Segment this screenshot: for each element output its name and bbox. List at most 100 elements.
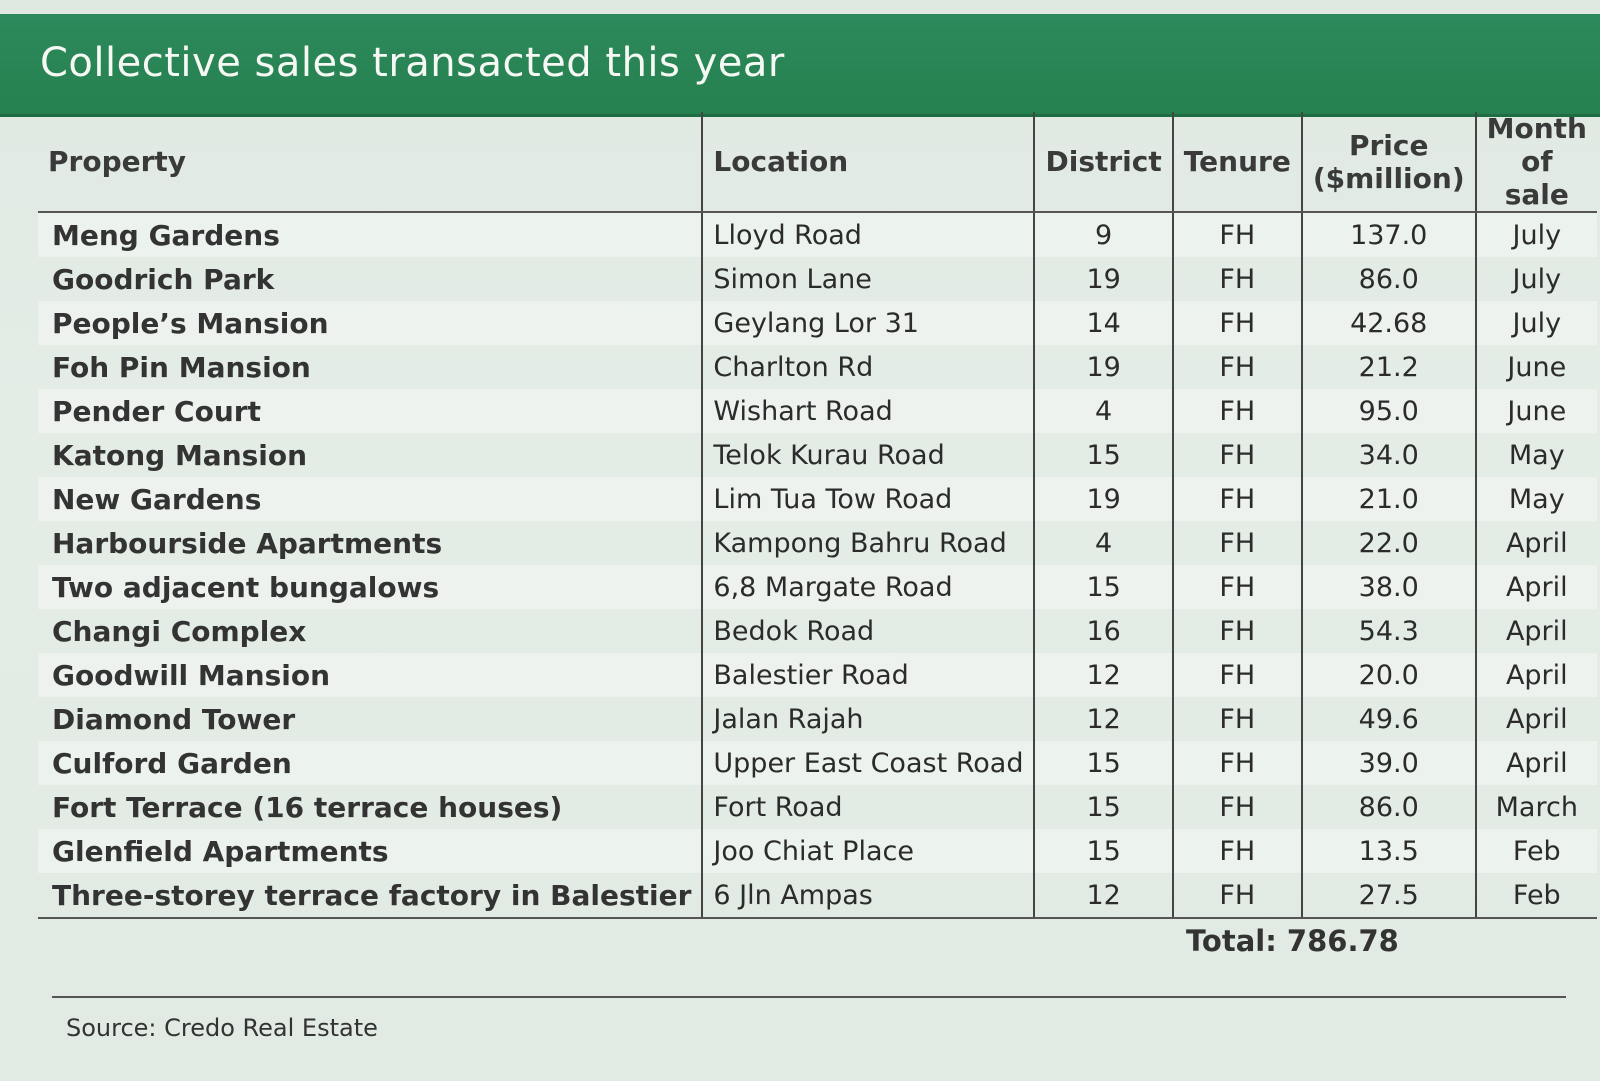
- location-cell: 6 Jln Ampas: [701, 873, 1035, 919]
- table-row: Diamond Tower Jalan Rajah 12 FH 49.6 Apr…: [38, 697, 1597, 741]
- district-cell: 14: [1033, 301, 1173, 345]
- district-cell: 4: [1033, 389, 1173, 433]
- district-cell: 12: [1033, 697, 1173, 741]
- property-cell: Two adjacent bungalows: [38, 565, 703, 609]
- price-header-line1: Price: [1348, 128, 1429, 162]
- table-row: Goodwill Mansion Balestier Road 12 FH 20…: [38, 653, 1597, 697]
- month-cell: April: [1474, 653, 1597, 697]
- district-cell: 15: [1033, 785, 1173, 829]
- table-row: Two adjacent bungalows 6,8 Margate Road …: [38, 565, 1597, 609]
- table-row: Goodrich Park Simon Lane 19 FH 86.0 July: [38, 257, 1597, 301]
- district-cell: 12: [1033, 653, 1173, 697]
- location-cell: Bedok Road: [701, 609, 1035, 653]
- location-cell: Wishart Road: [701, 389, 1035, 433]
- tenure-cell: FH: [1171, 785, 1302, 829]
- tenure-cell: FH: [1171, 433, 1302, 477]
- price-cell: 22.0: [1300, 521, 1476, 565]
- month-cell: July: [1474, 301, 1597, 345]
- price-header-line2: ($million): [1312, 161, 1465, 195]
- location-cell: Lloyd Road: [701, 212, 1035, 257]
- location-cell: Fort Road: [701, 785, 1035, 829]
- price-cell: 86.0: [1300, 257, 1476, 301]
- table-row: Three-storey terrace factory in Balestie…: [38, 873, 1597, 919]
- tenure-cell: FH: [1171, 477, 1302, 521]
- month-cell: Feb: [1474, 873, 1597, 919]
- property-cell: Culford Garden: [38, 741, 703, 785]
- district-cell: 15: [1033, 741, 1173, 785]
- month-cell: July: [1474, 212, 1597, 257]
- location-cell: Simon Lane: [701, 257, 1035, 301]
- column-header-tenure: Tenure: [1171, 112, 1302, 213]
- month-cell: July: [1474, 257, 1597, 301]
- month-cell: June: [1474, 345, 1597, 389]
- column-header-price: Price ($million): [1300, 112, 1476, 213]
- property-cell: Fort Terrace (16 terrace houses): [52, 790, 563, 824]
- location-cell: Charlton Rd: [701, 345, 1035, 389]
- month-header-line1: Month: [1486, 112, 1587, 145]
- month-cell: May: [1474, 433, 1597, 477]
- location-cell: Balestier Road: [701, 653, 1035, 697]
- property-cell: Pender Court: [38, 389, 703, 433]
- month-cell: Feb: [1474, 829, 1597, 873]
- tenure-cell: FH: [1171, 301, 1302, 345]
- table-row: Changi Complex Bedok Road 16 FH 54.3 Apr…: [38, 609, 1597, 653]
- tenure-cell: FH: [1171, 697, 1302, 741]
- tenure-cell: FH: [1171, 212, 1302, 257]
- district-cell: 15: [1033, 433, 1173, 477]
- price-cell: 13.5: [1300, 829, 1476, 873]
- location-cell: Kampong Bahru Road: [701, 521, 1035, 565]
- property-cell: Diamond Tower: [52, 702, 296, 736]
- tenure-cell: FH: [1171, 741, 1302, 785]
- month-cell: April: [1474, 741, 1597, 785]
- total-price: Total: 786.78: [1186, 924, 1399, 958]
- price-cell: 21.2: [1300, 345, 1476, 389]
- location-cell: 6,8 Margate Road: [701, 565, 1035, 609]
- property-cell: Katong Mansion: [52, 438, 308, 472]
- district-cell: 19: [1033, 477, 1173, 521]
- property-cell: Changi Complex: [52, 614, 307, 648]
- district-cell: 12: [1033, 873, 1173, 919]
- property-cell: Three-storey terrace factory in Balestie…: [38, 873, 703, 919]
- district-cell: 15: [1033, 829, 1173, 873]
- property-cell: Goodrich Park: [52, 262, 275, 296]
- property-cell: Meng Gardens: [38, 212, 703, 257]
- district-cell: 4: [1033, 521, 1173, 565]
- location-cell: Lim Tua Tow Road: [701, 477, 1035, 521]
- price-cell: 95.0: [1300, 389, 1476, 433]
- price-cell: 27.5: [1300, 873, 1476, 919]
- table-row: Meng Gardens Lloyd Road 9 FH 137.0 July: [38, 212, 1597, 257]
- month-header-line2: of sale: [1504, 145, 1569, 211]
- tenure-cell: FH: [1171, 257, 1302, 301]
- district-cell: 19: [1033, 257, 1173, 301]
- tenure-cell: FH: [1171, 521, 1302, 565]
- table-row: Katong Mansion Telok Kurau Road 15 FH 34…: [38, 433, 1597, 477]
- location-cell: Upper East Coast Road: [701, 741, 1035, 785]
- month-cell: June: [1474, 389, 1597, 433]
- tenure-cell: FH: [1171, 389, 1302, 433]
- location-cell: Jalan Rajah: [701, 697, 1035, 741]
- table-row: Culford Garden Upper East Coast Road 15 …: [38, 741, 1597, 785]
- table-row: Harbourside Apartments Kampong Bahru Roa…: [38, 521, 1597, 565]
- month-cell: May: [1474, 477, 1597, 521]
- property-cell: People’s Mansion: [38, 301, 703, 345]
- column-header-location: Location: [701, 112, 1035, 213]
- price-cell: 34.0: [1300, 433, 1476, 477]
- property-cell: Foh Pin Mansion: [52, 350, 311, 384]
- month-cell: April: [1474, 609, 1597, 653]
- tenure-cell: FH: [1171, 565, 1302, 609]
- district-cell: 9: [1033, 212, 1173, 257]
- column-header-property: Property: [38, 112, 703, 213]
- tenure-cell: FH: [1171, 345, 1302, 389]
- divider: [52, 996, 1566, 998]
- month-cell: April: [1474, 521, 1597, 565]
- source-credit: Source: Credo Real Estate: [66, 1014, 378, 1042]
- table-row: Fort Terrace (16 terrace houses) Fort Ro…: [38, 785, 1597, 829]
- property-cell: New Gardens: [38, 477, 703, 521]
- location-cell: Telok Kurau Road: [701, 433, 1035, 477]
- property-cell: Harbourside Apartments: [52, 526, 443, 560]
- month-cell: April: [1474, 697, 1597, 741]
- property-cell: Glenfield Apartments: [38, 829, 703, 873]
- district-cell: 15: [1033, 565, 1173, 609]
- title-bar: Collective sales transacted this year: [0, 14, 1600, 117]
